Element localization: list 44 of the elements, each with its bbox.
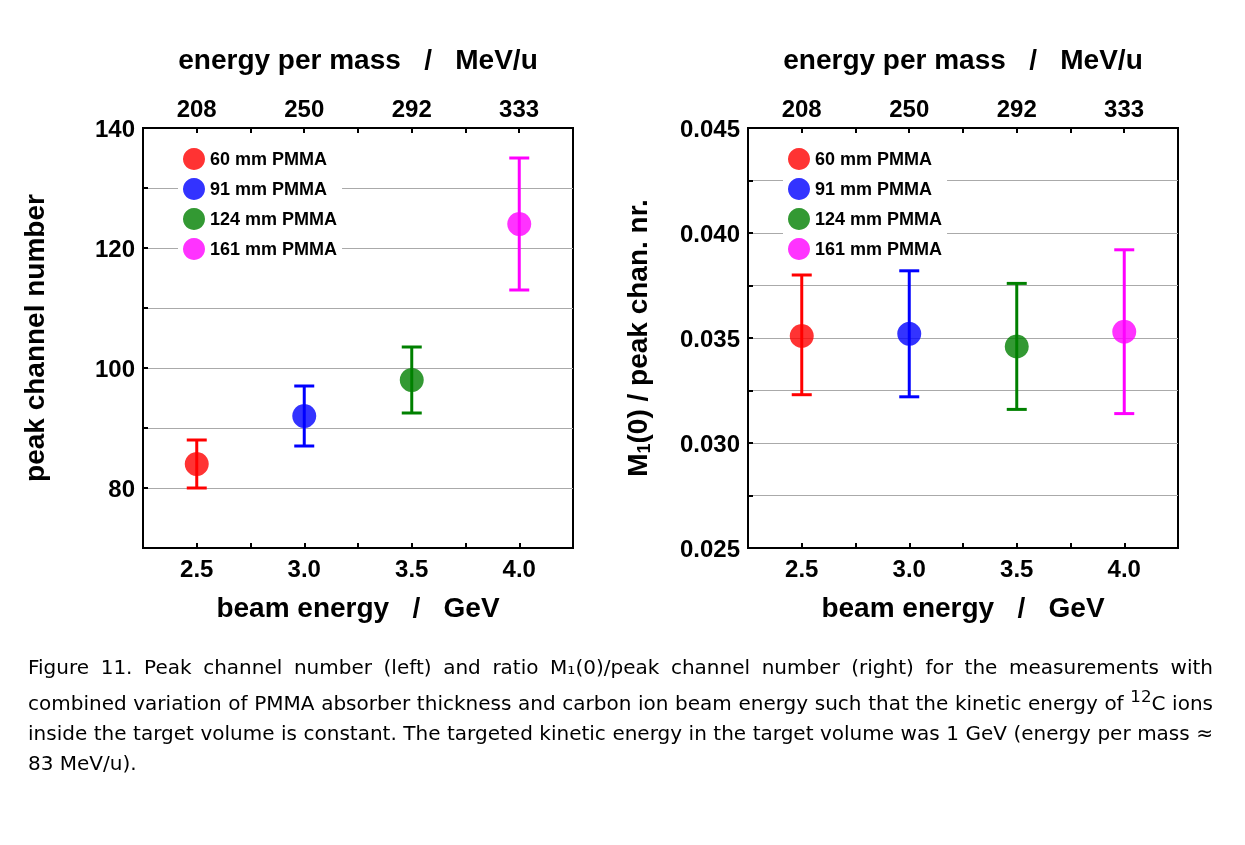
y-tick-label: 100 (94, 354, 135, 382)
x2-tick-label: 250 (889, 94, 930, 122)
y-tick-label: 0.045 (679, 114, 740, 142)
x2-tick-label: 292 (391, 94, 432, 122)
caption: Figure 11. Peak channel number (left) and ratio M₁(0)/peak channel number (right) for the measurements with combined variation of PMMA absorber thickness and carbon ion beam energy such that the kinetic energy of $^{12}$C ions inside the target volume is constant. The targeted kinetic energy in the target volume was 1 GeV (energy per mass ≈ 83 MeV/u). (27, 654, 1214, 777)
y-tick-label: 140 (94, 114, 135, 142)
x2-tick-label: 208 (176, 94, 217, 122)
x2-axis-title: energy per mass / MeV/u (783, 43, 1143, 75)
x-tick-label: 3.5 (395, 554, 429, 582)
point (399, 368, 424, 392)
x-tick-label: 2.5 (180, 554, 214, 582)
legend-label: 60 mm PMMA (210, 149, 328, 169)
x-axis-title: beam energy / GeV (216, 591, 500, 623)
x2-tick-label: 333 (1104, 94, 1145, 122)
x2-axis-title: energy per mass / MeV/u (178, 43, 538, 75)
y-tick-label: 80 (108, 474, 135, 502)
x2-tick-label: 292 (996, 94, 1037, 122)
y-axis-title: peak channel number (18, 193, 50, 482)
x2-tick-label: 208 (781, 94, 822, 122)
legend-label: 91 mm PMMA (815, 179, 933, 199)
x-tick-label: 3.5 (1000, 554, 1034, 582)
legend-label: 60 mm PMMA (815, 149, 933, 169)
x-axis-title: beam energy / GeV (821, 591, 1105, 623)
x-tick-label: 4.0 (502, 554, 536, 582)
x-tick-label: 3.0 (287, 554, 321, 582)
point (184, 452, 209, 476)
legend-label: 161 mm PMMA (815, 239, 943, 259)
y-tick-label: 0.035 (679, 324, 740, 352)
point (292, 404, 317, 428)
y-tick-label: 0.030 (679, 429, 740, 457)
y-tick-label: 0.040 (679, 219, 740, 247)
point (507, 212, 532, 236)
legend-label: 91 mm PMMA (210, 179, 328, 199)
x2-tick-label: 250 (284, 94, 325, 122)
x-tick-label: 3.0 (892, 554, 926, 582)
y-tick-label: 120 (94, 234, 135, 262)
x2-tick-label: 333 (499, 94, 540, 122)
x-tick-label: 2.5 (785, 554, 819, 582)
y-axis-title: M1(0) / peak chan. nr. (621, 199, 654, 477)
x-tick-label: 4.0 (1107, 554, 1141, 582)
legend-label: 161 mm PMMA (210, 239, 338, 259)
legend-label: 124 mm PMMA (210, 209, 338, 229)
legend-label: 124 mm PMMA (815, 209, 943, 229)
y-tick-label: 0.025 (679, 534, 740, 562)
